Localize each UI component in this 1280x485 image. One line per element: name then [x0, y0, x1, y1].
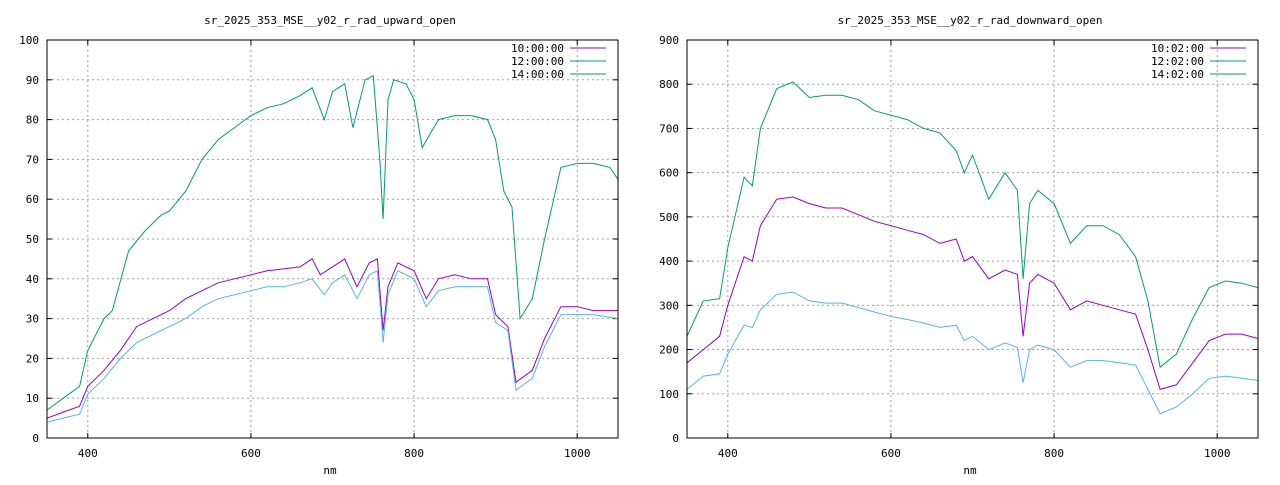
chart-panel-1: sr_2025_353_MSE__y02_r_rad_upward_open 0 1… [19, 14, 619, 477]
series-line-2 [687, 81, 1258, 369]
x-tick-label: 600 [241, 447, 261, 460]
y-tick-label: 30 [26, 313, 39, 326]
plot-frame [46, 39, 619, 439]
y-tick-label: 300 [659, 299, 679, 312]
x-tick-label: 600 [881, 447, 901, 460]
y-tick-label: 10 [26, 392, 39, 405]
series-line-3 [47, 270, 618, 423]
y-tick-label: 40 [26, 273, 39, 286]
x-tick-label: 800 [404, 447, 424, 460]
y-tick-label: 70 [26, 153, 39, 166]
legend-label: 10:02:00 [1151, 42, 1204, 55]
x-tick-label: 800 [1044, 447, 1064, 460]
y-tick-label: 0 [32, 432, 39, 445]
chart-title: sr_2025_353_MSE__y02_r_rad_upward_open [204, 14, 456, 27]
y-tick-label: 900 [659, 34, 679, 47]
y-tick-label: 700 [659, 122, 679, 135]
y-tick-label: 500 [659, 211, 679, 224]
series-line-2 [47, 75, 618, 411]
y-tick-label: 80 [26, 114, 39, 127]
series-line-1 [47, 258, 618, 419]
series-line-1 [687, 196, 1258, 391]
x-axis-label: nm [323, 464, 337, 477]
legend-label: 14:00:00 [511, 68, 564, 81]
series-line-3 [687, 291, 1258, 415]
y-tick-label: 600 [659, 167, 679, 180]
y-tick-label: 100 [659, 388, 679, 401]
y-tick-label: 90 [26, 74, 39, 87]
x-tick-label: 400 [78, 447, 98, 460]
legend-label: 12:02:00 [1151, 55, 1204, 68]
y-tick-label: 0 [672, 432, 679, 445]
y-tick-label: 400 [659, 255, 679, 268]
x-tick-label: 400 [718, 447, 738, 460]
x-axis-label: nm [963, 464, 977, 477]
y-tick-label: 20 [26, 352, 39, 365]
legend-label: 10:00:00 [511, 42, 564, 55]
y-tick-label: 100 [19, 34, 39, 47]
chart-title: sr_2025_353_MSE__y02_r_rad_downward_open [838, 14, 1103, 27]
y-tick-label: 50 [26, 233, 39, 246]
plot-frame [686, 39, 1259, 439]
x-tick-label: 1000 [1204, 447, 1231, 460]
chart-panel-2: sr_2025_353_MSE__y02_r_rad_downward_open… [659, 14, 1259, 477]
y-tick-label: 60 [26, 193, 39, 206]
legend-label: 12:00:00 [511, 55, 564, 68]
x-tick-label: 1000 [564, 447, 591, 460]
y-tick-label: 200 [659, 344, 679, 357]
y-tick-label: 800 [659, 78, 679, 91]
legend-label: 14:02:00 [1151, 68, 1204, 81]
